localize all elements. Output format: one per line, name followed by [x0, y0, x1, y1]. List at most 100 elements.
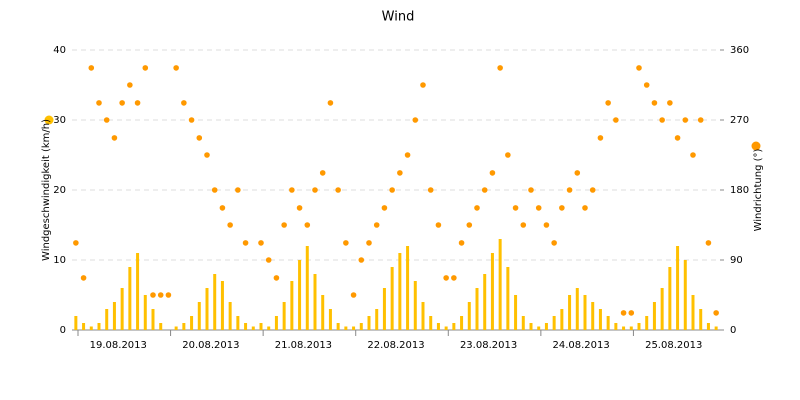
- y-tick-label: 0: [60, 325, 66, 336]
- direction-point: [103, 117, 110, 123]
- speed-bar: [637, 323, 641, 330]
- speed-bar: [421, 302, 425, 330]
- speed-bar: [282, 302, 286, 330]
- direction-point: [443, 275, 449, 281]
- direction-point: [412, 117, 419, 123]
- direction-point: [80, 275, 87, 281]
- direction-point: [327, 100, 334, 106]
- speed-bar: [359, 323, 363, 330]
- speed-bar: [143, 295, 147, 330]
- speed-bar: [313, 274, 317, 330]
- legend-marker: [751, 141, 761, 151]
- speed-bar: [652, 302, 656, 330]
- speed-bar: [344, 326, 348, 330]
- direction-point: [597, 135, 604, 141]
- speed-bar: [213, 274, 217, 330]
- direction-point: [273, 275, 280, 281]
- y2-tick-label: 0: [730, 325, 736, 336]
- speed-bar: [159, 323, 163, 330]
- direction-point: [150, 292, 156, 298]
- speed-bar: [668, 267, 672, 330]
- speed-bar: [197, 302, 201, 330]
- y-tick-label: 30: [53, 115, 66, 126]
- direction-point: [690, 152, 696, 158]
- speed-bar: [352, 326, 356, 330]
- direction-point: [582, 205, 588, 211]
- speed-bar: [714, 326, 718, 330]
- speed-bar: [220, 281, 224, 330]
- speed-bar: [560, 309, 564, 330]
- speed-bar: [228, 302, 232, 330]
- direction-point: [219, 205, 226, 211]
- speed-bar: [691, 295, 695, 330]
- speed-bar: [390, 267, 394, 330]
- direction-point: [574, 170, 581, 176]
- y-axis-title: Windgeschwindigkeit (km/h): [41, 119, 52, 261]
- direction-point: [319, 170, 326, 176]
- direction-point: [497, 65, 503, 71]
- direction-point: [235, 187, 241, 193]
- speed-bar: [321, 295, 325, 330]
- speed-bar: [97, 323, 101, 330]
- x-tick-label: 21.08.2013: [275, 340, 332, 351]
- direction-point: [566, 187, 573, 193]
- direction-point: [713, 310, 719, 316]
- speed-bar: [274, 316, 278, 330]
- speed-bar: [568, 295, 572, 330]
- direction-point: [350, 292, 357, 298]
- direction-point: [474, 205, 480, 211]
- speed-bar: [676, 246, 680, 330]
- speed-bar: [151, 309, 155, 330]
- y2-tick-label: 270: [730, 115, 749, 126]
- speed-bar: [336, 323, 340, 330]
- direction-point: [312, 187, 318, 193]
- direction-point: [458, 240, 465, 246]
- direction-point: [481, 187, 488, 193]
- speed-bar: [259, 323, 263, 330]
- speed-bar: [182, 323, 186, 330]
- speed-bar: [328, 309, 332, 330]
- direction-point: [643, 82, 650, 88]
- speed-bar: [375, 309, 379, 330]
- direction-point: [373, 222, 380, 228]
- direction-point: [127, 82, 133, 88]
- direction-point: [265, 257, 272, 263]
- chart-title: Wind: [382, 10, 415, 25]
- speed-bar: [544, 323, 548, 330]
- direction-point: [505, 152, 511, 158]
- direction-point: [389, 187, 395, 193]
- speed-bar: [514, 295, 518, 330]
- speed-bar: [683, 260, 687, 330]
- direction-point: [705, 240, 712, 246]
- y-tick-label: 20: [53, 185, 66, 196]
- speed-bar: [244, 323, 248, 330]
- speed-bar: [436, 323, 440, 330]
- speed-bar: [467, 302, 471, 330]
- speed-bar: [645, 316, 649, 330]
- speed-bar: [105, 309, 109, 330]
- direction-point: [73, 240, 79, 246]
- direction-point: [628, 310, 635, 316]
- direction-point: [211, 187, 218, 193]
- speed-bar: [537, 326, 541, 330]
- direction-point: [682, 117, 689, 123]
- direction-point: [242, 240, 249, 246]
- direction-point: [366, 240, 372, 246]
- direction-point: [551, 240, 557, 246]
- x-tick-label: 19.08.2013: [90, 340, 147, 351]
- direction-point: [620, 310, 627, 316]
- speed-bar: [629, 326, 633, 330]
- speed-bar: [452, 323, 456, 330]
- direction-point: [96, 100, 102, 106]
- direction-point: [304, 222, 311, 228]
- speed-bar: [475, 288, 479, 330]
- direction-point: [674, 135, 681, 141]
- direction-point: [165, 292, 172, 298]
- speed-bar: [498, 239, 502, 330]
- speed-bar: [298, 260, 302, 330]
- speed-bar: [591, 302, 595, 330]
- speed-bar: [251, 326, 255, 330]
- speed-bar: [236, 316, 240, 330]
- y-tick-label: 40: [53, 45, 66, 56]
